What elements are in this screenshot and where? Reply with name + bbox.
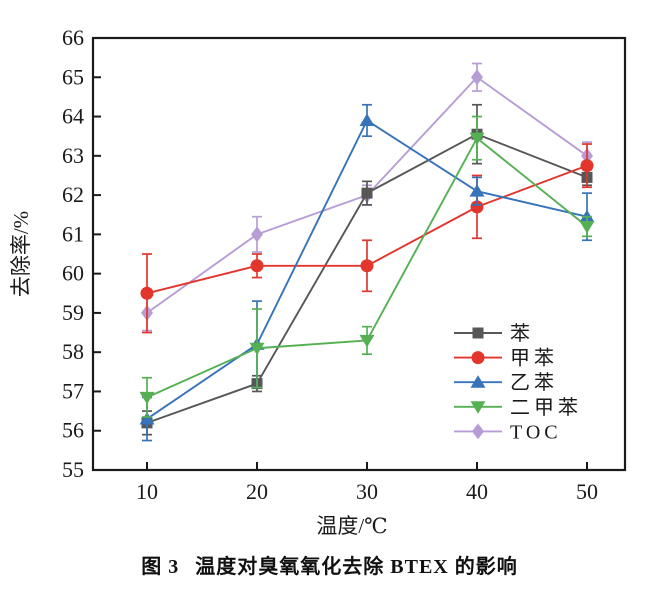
triangle-down-marker: [249, 342, 265, 356]
y-tick-label: 64: [62, 104, 84, 129]
triangle-down-marker: [579, 221, 595, 234]
y-tick-label: 66: [62, 25, 84, 50]
y-axis-title: 去除率/%: [9, 211, 33, 297]
y-tick-label: 58: [62, 339, 84, 364]
legend-item-1: 甲苯: [454, 347, 558, 370]
circle-marker: [470, 200, 484, 214]
triangle-up-marker: [470, 375, 486, 388]
circle-marker: [250, 259, 264, 273]
legend-label: 二甲苯: [510, 396, 582, 419]
triangle-up-marker: [359, 113, 375, 126]
y-tick-label: 63: [62, 143, 84, 168]
y-tick-label: 62: [62, 182, 84, 207]
legend-label: 苯: [510, 322, 534, 345]
x-tick-label: 40: [466, 479, 488, 504]
y-tick-label: 55: [62, 457, 84, 482]
triangle-down-marker: [469, 132, 485, 146]
x-axis: 10 20 30 40 50: [136, 462, 598, 504]
x-tick-label: 50: [576, 479, 598, 504]
diamond-marker: [472, 423, 484, 440]
y-tick-label: 59: [62, 300, 84, 325]
y-axis: 55 56 57 58 59 60 61 62 63 64 65 66: [62, 25, 101, 482]
diamond-marker: [251, 226, 263, 243]
series-1: [140, 143, 594, 334]
y-tick-label: 65: [62, 64, 84, 89]
legend-label: 甲苯: [510, 347, 558, 370]
diamond-marker: [471, 69, 483, 86]
circle-marker: [471, 351, 485, 365]
legend-item-0: 苯: [454, 322, 534, 345]
y-tick-label: 61: [62, 221, 84, 246]
legend-item-3: 二甲苯: [454, 396, 582, 419]
triangle-up-marker: [139, 411, 155, 425]
series-3: [139, 115, 595, 418]
legend-item-2: 乙苯: [454, 371, 558, 394]
figure-title: 温度对臭氧氧化去除 BTEX 的影响: [195, 556, 518, 578]
figure-caption: 图 3 温度对臭氧氧化去除 BTEX 的影响: [0, 550, 659, 579]
x-tick-label: 30: [356, 479, 378, 504]
triangle-up-marker: [469, 184, 485, 197]
legend-label: 乙苯: [510, 371, 558, 394]
legend-label: TOC: [510, 421, 562, 443]
circle-marker: [140, 286, 154, 300]
btex-temperature-line-chart: 55 56 57 58 59 60 61 62 63 64 65 66 10 20 30 40 50 去除率/% 温…: [9, 25, 627, 538]
circle-marker: [360, 259, 374, 273]
y-tick-label: 60: [62, 261, 84, 286]
x-axis-title: 温度/℃: [316, 514, 387, 538]
y-tick-label: 57: [62, 378, 84, 403]
triangle-down-marker: [359, 334, 375, 348]
square-marker: [472, 327, 484, 339]
y-tick-label: 56: [62, 418, 84, 443]
x-tick-label: 10: [136, 479, 158, 504]
legend-item-4: TOC: [454, 421, 562, 443]
triangle-down-marker: [139, 391, 155, 405]
square-marker: [361, 187, 373, 199]
x-tick-label: 20: [246, 479, 268, 504]
figure-label: 图 3: [141, 556, 180, 578]
triangle-down-marker: [470, 401, 486, 414]
plot-border: [91, 36, 627, 472]
circle-marker: [580, 159, 594, 173]
